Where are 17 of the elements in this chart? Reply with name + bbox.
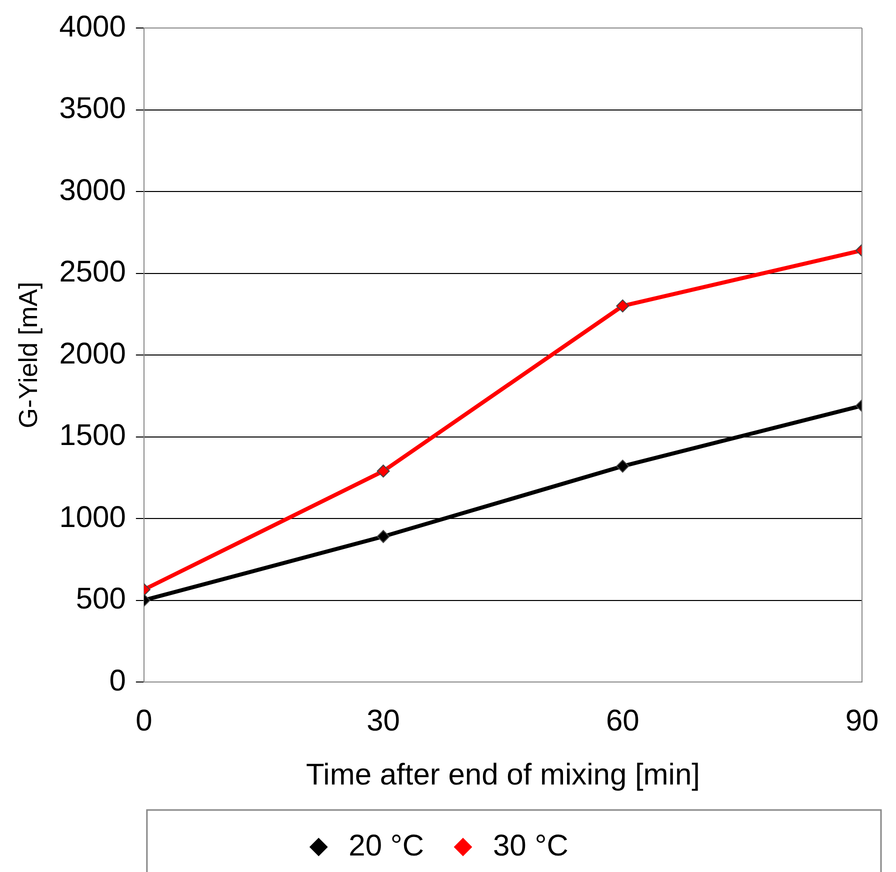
y-tick-label: 1500 — [59, 419, 126, 452]
legend-label: 20 °C — [348, 829, 424, 862]
y-tick-label: 1000 — [59, 500, 126, 534]
y-tick-label: 2000 — [59, 337, 126, 370]
x-tick-label: 30 — [366, 704, 400, 738]
y-tick-label: 4000 — [59, 10, 126, 44]
y-axis-title: G-Yield [mA] — [12, 282, 43, 428]
y-tick-label: 2500 — [59, 256, 126, 289]
x-tick-label: 90 — [845, 704, 879, 738]
x-tick-label: 0 — [136, 704, 152, 738]
x-axis-title: Time after end of mixing [min] — [306, 758, 700, 792]
y-tick-label: 3500 — [59, 92, 126, 126]
y-tick-label: 0 — [109, 664, 126, 698]
y-tick-label: 3000 — [59, 174, 126, 207]
x-tick-label: 60 — [606, 704, 640, 738]
legend-label: 30 °C — [493, 829, 568, 862]
y-tick-label: 500 — [76, 582, 126, 616]
